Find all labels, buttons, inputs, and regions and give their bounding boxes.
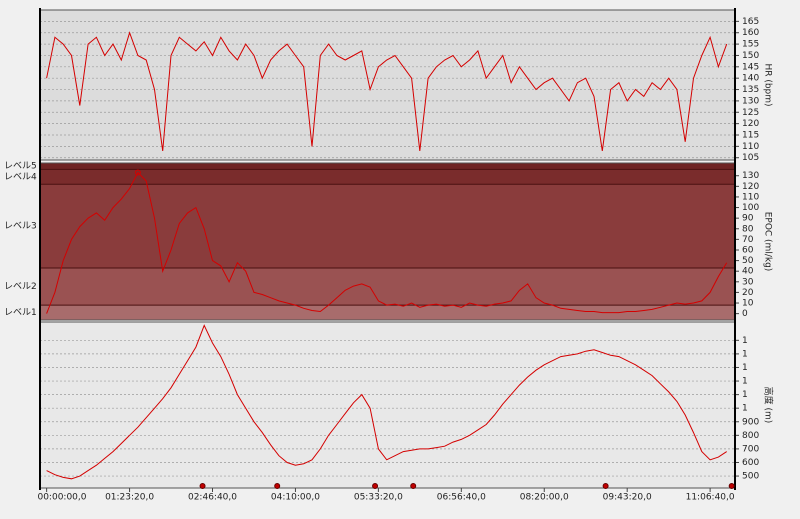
x-tick-label: 02:46:40,0: [188, 493, 237, 503]
y-tick-label: 90: [742, 214, 754, 224]
y-tick-label: 130: [742, 171, 759, 181]
y-tick-label: 110: [742, 192, 759, 202]
level-label: レベル3: [4, 222, 37, 232]
y-tick-label: 120: [742, 119, 759, 129]
x-tick-label: 00:00:00,0: [37, 493, 86, 503]
y-tick-label: 20: [742, 288, 754, 298]
y-tick-label: 100: [742, 203, 759, 213]
data-line: [46, 171, 728, 314]
zone: [40, 169, 735, 185]
y-tick-label: 105: [742, 153, 759, 163]
y-tick-label: 1: [742, 404, 748, 414]
y-tick-label: 30: [742, 277, 754, 287]
x-tick-label: 05:33:20,0: [354, 493, 403, 503]
x-tick-label: 04:10:00,0: [271, 493, 320, 503]
panel-bg: [40, 10, 735, 160]
y-tick-label: 60: [742, 245, 754, 255]
y-tick-label: 1: [742, 336, 748, 346]
zone: [40, 163, 735, 170]
lap-marker: [602, 483, 609, 489]
y-tick-label: 115: [742, 131, 759, 141]
zone: [40, 268, 735, 306]
y-tick-label: 1: [742, 349, 748, 359]
axis-title: EPOC (ml/kg): [763, 212, 773, 272]
x-tick-label: 08:20:00,0: [520, 493, 569, 503]
y-tick-label: 1: [742, 377, 748, 387]
y-tick-label: 1: [742, 390, 748, 400]
y-tick-label: 110: [742, 142, 759, 152]
level-label: レベル5: [4, 162, 37, 172]
y-tick-label: 150: [742, 51, 759, 61]
lap-marker: [274, 483, 281, 489]
x-tick-label: 11:06:40,0: [686, 493, 735, 503]
panel-bg: [40, 322, 735, 488]
level-label: レベル2: [4, 282, 37, 292]
y-tick-label: 130: [742, 96, 759, 106]
y-tick-label: 160: [742, 28, 759, 38]
y-tick-label: 1: [742, 363, 748, 373]
y-tick-label: 0: [742, 309, 748, 319]
lap-marker: [199, 483, 206, 489]
y-tick-label: 900: [742, 417, 759, 427]
lap-marker: [728, 483, 735, 489]
level-label: レベル4: [4, 172, 37, 182]
y-tick-label: 145: [742, 62, 759, 72]
data-line: [46, 31, 728, 151]
y-tick-label: 700: [742, 444, 759, 454]
y-tick-label: 155: [742, 40, 759, 50]
y-tick-label: 600: [742, 458, 759, 468]
lap-marker: [372, 483, 379, 489]
y-tick-label: 800: [742, 431, 759, 441]
y-tick-label: 70: [742, 235, 754, 245]
y-tick-label: 120: [742, 182, 759, 192]
level-label: レベル1: [4, 308, 37, 318]
axis-title: 高度 (m): [763, 387, 775, 424]
zone: [40, 305, 735, 320]
y-tick-label: 140: [742, 74, 759, 84]
axis-title: HR (bpm): [763, 63, 773, 106]
y-tick-label: 165: [742, 17, 759, 27]
lap-marker: [410, 483, 417, 489]
y-tick-label: 80: [742, 224, 754, 234]
x-tick-label: 06:56:40,0: [437, 493, 486, 503]
data-line: [46, 324, 727, 480]
y-tick-label: 50: [742, 256, 754, 266]
y-tick-label: 125: [742, 108, 759, 118]
y-tick-label: 10: [742, 299, 754, 309]
y-tick-label: 500: [742, 472, 759, 482]
y-tick-label: 135: [742, 85, 759, 95]
zone: [40, 184, 735, 269]
peak-marker: [134, 169, 141, 176]
x-tick-label: 01:23:20,0: [105, 493, 154, 503]
y-tick-label: 40: [742, 267, 754, 277]
x-tick-label: 09:43:20,0: [603, 493, 652, 503]
